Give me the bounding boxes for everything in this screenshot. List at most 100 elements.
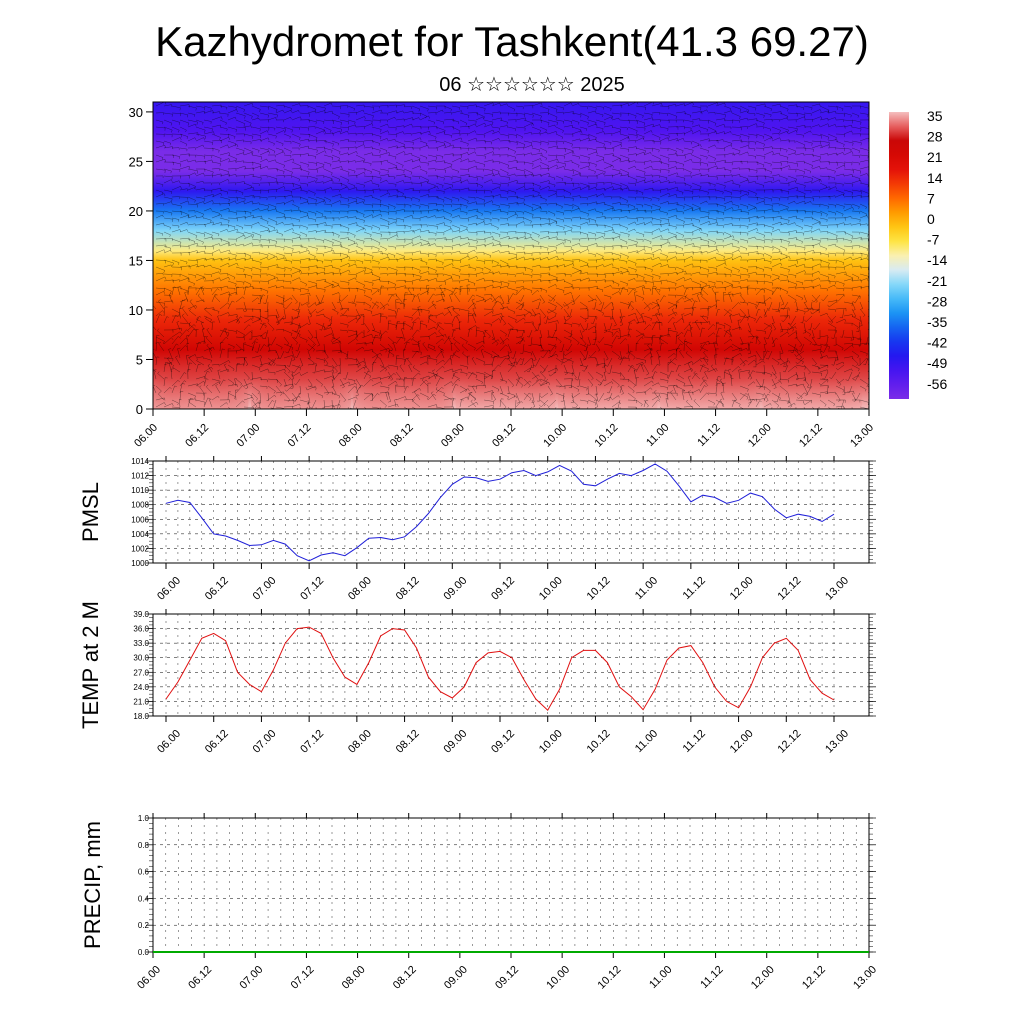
colorbar-label: 28 [927, 129, 943, 145]
x-tick-label: 08.00 [340, 964, 368, 992]
temperature-profile-heatmap: 0 5 10 15 20 25 30 06.00 06.12 07.00 07.12 08.00 08… [129, 101, 876, 450]
temp-panel: TEMP at 2 M 18.0 21.0 24.0 27.0 30.0 33.0 36.0… [78, 601, 876, 756]
y-tick-label: 1002 [131, 544, 149, 553]
x-tick-label: 09.12 [490, 422, 518, 450]
x-tick-label: 13.00 [823, 575, 851, 603]
x-tick-label: 13.00 [851, 964, 879, 992]
colorbar-label: 7 [927, 190, 935, 206]
y-tick-label: 1008 [131, 501, 149, 510]
wind-barbs [153, 102, 869, 409]
x-tick-label: 12.12 [797, 422, 825, 450]
colorbar-label: 14 [927, 170, 943, 186]
x-tick-label: 06.12 [183, 422, 211, 450]
x-tick-label: 08.12 [394, 575, 422, 603]
colorbar-fill [889, 112, 909, 399]
x-tick-label: 06.12 [203, 575, 231, 603]
x-tick-label: 13.00 [823, 728, 851, 756]
x-tick-label: 10.12 [595, 964, 623, 992]
pmsl-frame [152, 460, 870, 564]
y-tick-label: 21.0 [133, 697, 149, 706]
x-tick-label: 11.12 [698, 964, 725, 991]
y-tick-label: 5 [136, 352, 143, 367]
x-tick-label: 07.00 [237, 964, 265, 992]
colorbar-label: -28 [927, 293, 947, 309]
pmsl-ylabel: PMSL [78, 482, 103, 542]
y-tick-label: 1010 [131, 486, 149, 495]
warm-blob [557, 342, 658, 409]
pmsl-panel: PMSL 1000 1002 1004 1006 1008 1010 1012 1014 06.… [78, 456, 876, 603]
y-tick-label: 39.0 [133, 610, 149, 619]
x-tick-label: 11.12 [695, 422, 722, 449]
y-tick-label: 0.4 [138, 894, 150, 903]
temp-grid [153, 613, 869, 717]
temp-axes: 18.0 21.0 24.0 27.0 30.0 33.0 36.0 39.0 06.00 06.… [133, 609, 876, 756]
precip-ylabel: PRECIP, mm [80, 821, 105, 949]
temp-ylabel: TEMP at 2 M [78, 601, 103, 729]
x-tick-label: 12.00 [746, 422, 774, 450]
precip-panel: PRECIP, mm 0.00.20.40.60.81.006.00 06.12 0… [80, 813, 879, 992]
x-tick-label: 06.00 [155, 728, 183, 756]
x-tick-label: 11.00 [633, 575, 660, 602]
x-tick-label: 06.00 [132, 422, 160, 450]
heatmap-y-axis: 0 5 10 15 20 25 30 [129, 105, 153, 417]
y-tick-label: 30 [129, 105, 143, 120]
x-tick-label: 08.00 [337, 422, 365, 450]
pmsl-grid [153, 460, 869, 564]
wind-barb-field [153, 102, 869, 409]
y-tick-label: 0 [136, 402, 143, 417]
x-tick-label: 11.00 [633, 728, 660, 755]
colorbar-label: -49 [927, 355, 947, 371]
y-tick-label: 18.0 [133, 712, 149, 721]
x-tick-label: 09.12 [489, 728, 517, 756]
chart-subtitle: 06 ☆☆☆☆☆☆ 2025 [439, 74, 625, 96]
y-tick-label: 0.6 [138, 868, 150, 877]
chart-title: Kazhydromet for Tashkent(41.3 69.27) [155, 18, 869, 65]
y-tick-label: 1006 [131, 515, 149, 524]
x-tick-label: 10.12 [585, 728, 613, 756]
x-tick-label: 10.00 [537, 728, 565, 756]
y-tick-label: 0.8 [138, 841, 150, 850]
x-tick-label: 10.00 [541, 422, 569, 450]
colorbar-label: -21 [927, 273, 947, 289]
warm-blob [660, 342, 760, 409]
x-tick-label: 11.00 [644, 422, 671, 449]
colorbar-label: -14 [927, 252, 947, 268]
x-tick-label: 07.12 [286, 422, 314, 450]
y-tick-label: 27.0 [133, 668, 149, 677]
x-tick-label: 12.12 [775, 728, 803, 756]
x-tick-label: 11.00 [647, 964, 674, 991]
x-tick-label: 06.00 [155, 575, 183, 603]
x-tick-label: 10.12 [585, 575, 613, 603]
colorbar-label: 35 [927, 108, 943, 124]
y-tick-label: 0.2 [138, 921, 150, 930]
temp-series-line [165, 626, 835, 711]
x-tick-label: 13.00 [848, 422, 876, 450]
x-tick-label: 08.12 [388, 422, 416, 450]
colorbar: 35 28 21 14 7 0 -7 -14 -21 -28 -35 -42 -49 -56 [889, 108, 947, 399]
y-tick-label: 1004 [131, 530, 149, 539]
y-tick-label: 25 [129, 154, 143, 169]
colorbar-label: 21 [927, 149, 943, 165]
pmsl-series-line [165, 463, 835, 562]
x-tick-label: 12.00 [749, 964, 777, 992]
y-tick-label: 1.0 [138, 814, 150, 823]
x-tick-label: 12.00 [728, 575, 756, 603]
x-tick-label: 07.12 [298, 575, 326, 603]
y-tick-label: 24.0 [133, 683, 149, 692]
x-tick-label: 08.00 [346, 728, 374, 756]
colorbar-label: -56 [927, 376, 947, 392]
colorbar-label: -42 [927, 335, 947, 351]
x-tick-label: 10.00 [544, 964, 572, 992]
y-tick-label: 30.0 [133, 654, 149, 663]
x-tick-label: 11.12 [681, 575, 708, 602]
x-tick-label: 09.12 [489, 575, 517, 603]
x-tick-label: 06.12 [186, 964, 214, 992]
x-tick-label: 09.00 [441, 575, 469, 603]
colorbar-label: -35 [927, 314, 947, 330]
x-tick-label: 12.12 [775, 575, 803, 603]
heatmap-x-axis: 06.00 06.12 07.00 07.12 08.00 08.12 09.00 09.12… [132, 409, 876, 450]
x-tick-label: 08.12 [391, 964, 419, 992]
x-tick-label: 12.00 [728, 728, 756, 756]
temp-frame [152, 613, 870, 717]
